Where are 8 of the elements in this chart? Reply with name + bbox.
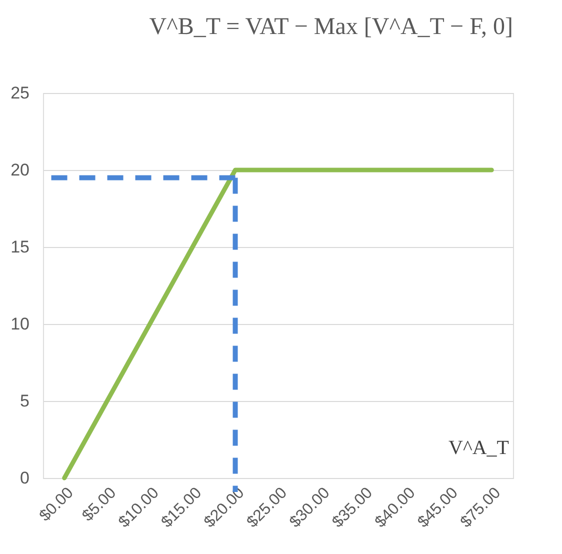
y-tick-label: 10 (10, 314, 30, 334)
chart-title: V^B_T = VAT − Max [V^A_T − F, 0] (149, 14, 513, 40)
y-tick-label: 20 (10, 160, 30, 180)
y-tick-label: 25 (10, 84, 30, 102)
y-tick-label: 0 (20, 468, 30, 488)
y-tick-label: 5 (20, 392, 30, 410)
y-tick-label: 15 (10, 238, 30, 256)
x-axis-title: V^A_T (448, 437, 509, 459)
